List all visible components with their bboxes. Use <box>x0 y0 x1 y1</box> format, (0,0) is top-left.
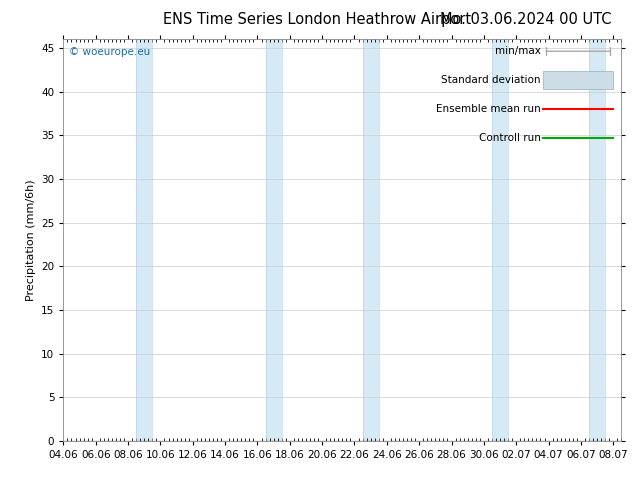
Text: © woeurope.eu: © woeurope.eu <box>69 47 150 57</box>
Bar <box>543 71 613 89</box>
Bar <box>492 39 508 441</box>
Text: Standard deviation: Standard deviation <box>441 75 540 85</box>
Text: min/max: min/max <box>495 46 540 56</box>
Text: Ensemble mean run: Ensemble mean run <box>436 104 540 114</box>
Bar <box>589 39 605 441</box>
Bar <box>266 39 281 441</box>
Y-axis label: Precipitation (mm/6h): Precipitation (mm/6h) <box>25 179 36 301</box>
Bar <box>136 39 152 441</box>
Bar <box>363 39 378 441</box>
Text: Controll run: Controll run <box>479 133 540 143</box>
Text: Mo. 03.06.2024 00 UTC: Mo. 03.06.2024 00 UTC <box>441 12 612 27</box>
Text: ENS Time Series London Heathrow Airport: ENS Time Series London Heathrow Airport <box>163 12 471 27</box>
